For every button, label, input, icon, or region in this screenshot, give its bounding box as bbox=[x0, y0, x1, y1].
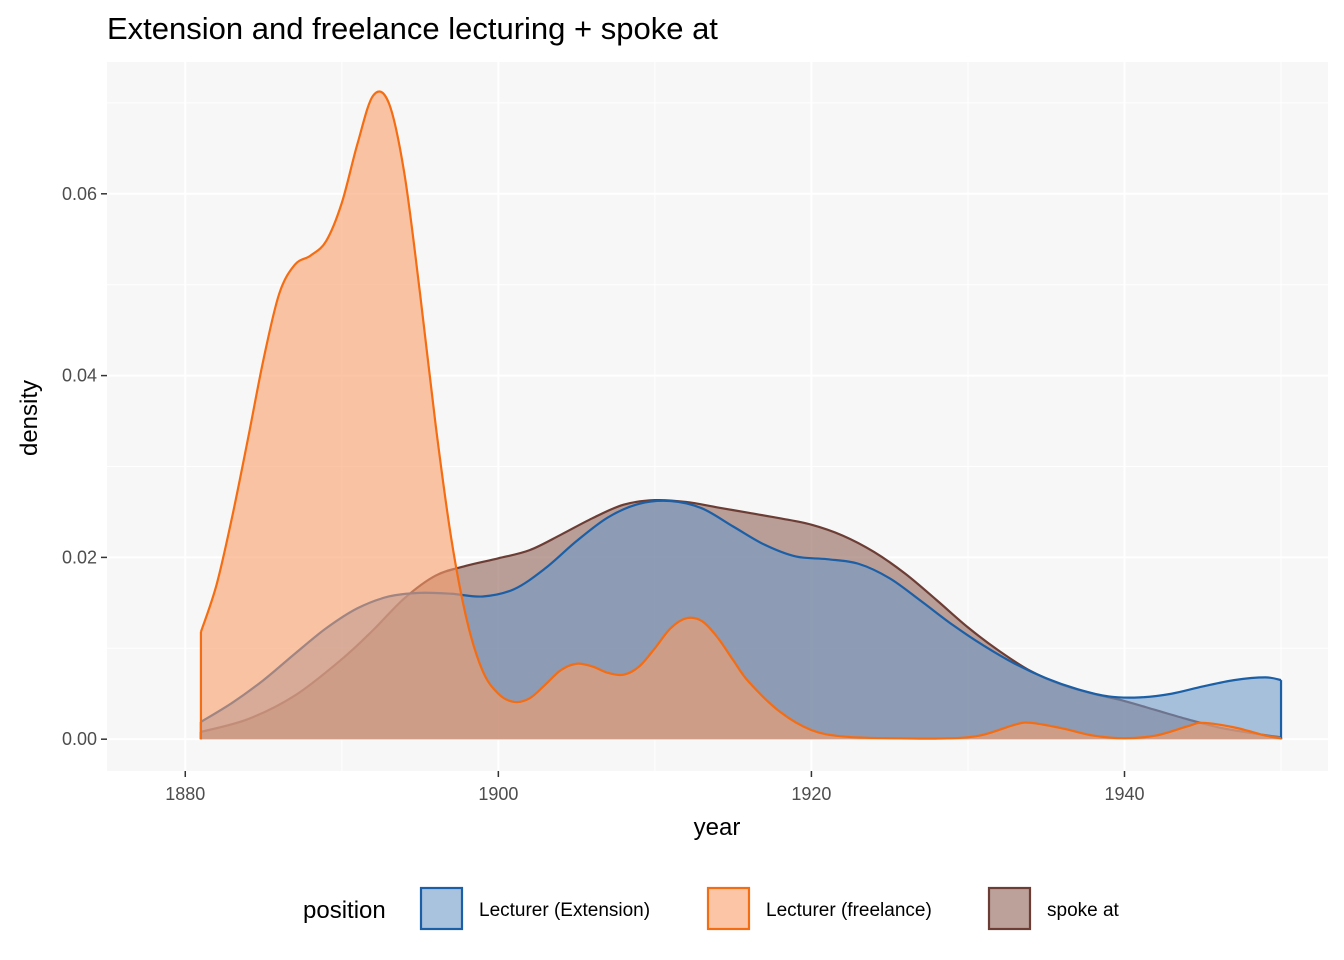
legend-key-lecturer-extension bbox=[419, 886, 464, 931]
legend-label-lecturer-extension: Lecturer (Extension) bbox=[479, 900, 650, 921]
y-axis: 0.00 0.02 0.04 0.06 bbox=[62, 184, 107, 749]
legend-label-lecturer-freelance: Lecturer (freelance) bbox=[766, 900, 932, 921]
y-tick-label: 0.02 bbox=[62, 547, 97, 567]
legend-title: position bbox=[303, 897, 386, 924]
chart-title: Extension and freelance lecturing + spok… bbox=[107, 11, 718, 46]
x-tick-label: 1900 bbox=[478, 784, 518, 804]
legend-key-spoke-at bbox=[987, 886, 1032, 931]
legend-label-spoke-at: spoke at bbox=[1047, 900, 1120, 921]
x-tick-label: 1920 bbox=[791, 784, 831, 804]
density-area-lecturer-freelance bbox=[200, 91, 1282, 740]
density-areas bbox=[199, 90, 1283, 740]
density-line-lecturer-freelance bbox=[199, 90, 1282, 740]
legend-key-lecturer-freelance bbox=[706, 886, 751, 931]
y-axis-title: density bbox=[16, 380, 43, 456]
x-axis-title: year bbox=[694, 814, 741, 841]
y-tick-label: 0.04 bbox=[62, 366, 97, 386]
x-tick-label: 1880 bbox=[165, 784, 205, 804]
y-tick-label: 0.00 bbox=[62, 729, 97, 749]
x-axis: 1880 1900 1920 1940 bbox=[165, 771, 1145, 804]
y-tick-label: 0.06 bbox=[62, 184, 97, 204]
legend: position Lecturer (Extension) Lecturer (f… bbox=[303, 886, 1120, 931]
x-tick-label: 1940 bbox=[1104, 784, 1144, 804]
